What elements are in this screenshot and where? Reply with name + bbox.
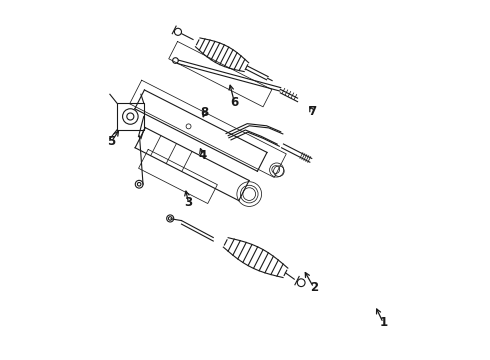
Text: 3: 3 xyxy=(185,197,193,210)
Text: 6: 6 xyxy=(230,96,239,109)
Text: 8: 8 xyxy=(200,107,209,120)
Text: 4: 4 xyxy=(198,149,207,162)
Text: 5: 5 xyxy=(107,135,116,148)
Text: 1: 1 xyxy=(379,316,388,329)
Text: 7: 7 xyxy=(308,105,316,118)
Text: 2: 2 xyxy=(310,281,318,294)
